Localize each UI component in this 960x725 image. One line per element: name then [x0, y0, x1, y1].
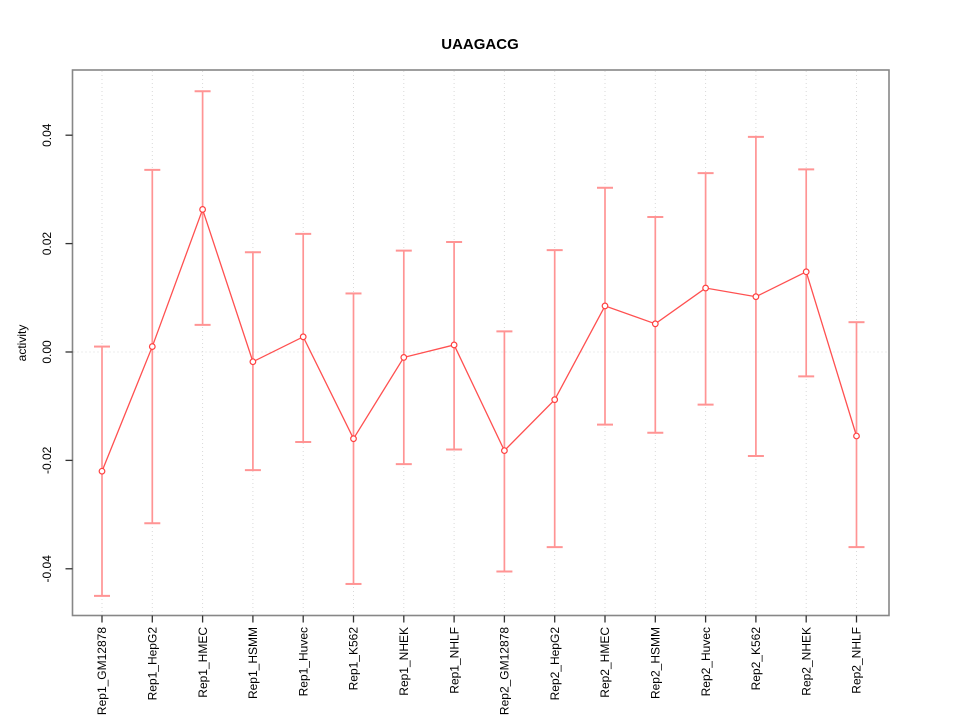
y-tick-label: 0.04: [40, 123, 54, 147]
x-tick-label: Rep2_HMEC: [598, 627, 612, 698]
x-tick-label: Rep2_GM12878: [498, 627, 512, 715]
data-point: [299, 333, 307, 341]
x-tick-label: Rep1_NHLF: [447, 627, 461, 694]
x-tick-label: Rep1_HSMM: [246, 627, 260, 699]
x-tick-label: Rep1_GM12878: [95, 627, 109, 715]
chart-title: UAAGACG: [441, 36, 519, 53]
data-point: [450, 341, 458, 349]
x-tick-label: Rep1_Huvec: [296, 627, 310, 696]
data-point: [601, 302, 609, 310]
data-point: [501, 447, 508, 455]
y-axis-label: activity: [15, 325, 29, 362]
x-tick-label: Rep1_NHEK: [397, 627, 411, 696]
series-line: [101, 207, 858, 472]
y-tick-label: 0.02: [40, 232, 54, 256]
data-point: [98, 467, 106, 475]
y-tick-label: -0.02: [40, 446, 54, 474]
x-tick-label: Rep2_NHEK: [799, 627, 813, 696]
x-tick-label: Rep2_Huvec: [699, 627, 713, 696]
y-tick-label: 0.00: [40, 340, 54, 364]
data-point: [199, 206, 207, 213]
x-tick-label: Rep2_HepG2: [548, 627, 562, 701]
data-point: [853, 432, 860, 440]
data-point: [702, 284, 709, 292]
plot-area: 0.04 0.02 0.00 -0.02 -0.04 Rep1_GM12878 Rep1_H…: [40, 69, 890, 715]
x-tick-label: Rep2_NHLF: [850, 627, 864, 694]
data-point: [551, 396, 559, 404]
x-tick-label: Rep1_K562: [347, 627, 361, 691]
plot-frame: [71, 69, 890, 617]
data-point: [148, 343, 156, 350]
data-point: [249, 358, 257, 366]
data-point: [350, 435, 357, 443]
data-point: [400, 354, 408, 361]
x-tick-label: Rep1_HMEC: [196, 627, 210, 698]
data-point: [752, 293, 760, 301]
x-tick-label: Rep2_HSMM: [649, 627, 663, 699]
data-point: [802, 268, 810, 276]
data-point: [651, 320, 659, 328]
x-tick-label: Rep2_K562: [749, 627, 763, 691]
x-tick-label: Rep1_HepG2: [146, 627, 160, 701]
y-tick-label: -0.04: [40, 555, 54, 583]
